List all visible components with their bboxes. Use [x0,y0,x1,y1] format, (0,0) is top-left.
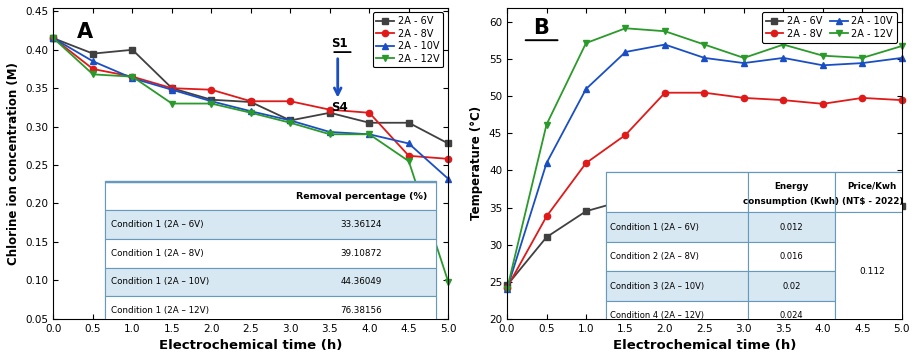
Text: Energy: Energy [774,182,809,191]
Text: Condition 4 (2A – 12V): Condition 4 (2A – 12V) [611,311,704,320]
Text: 76.38156: 76.38156 [340,306,382,315]
Text: Condition 1 (2A – 6V): Condition 1 (2A – 6V) [611,223,700,232]
Text: S4: S4 [331,101,348,114]
Text: 0.112: 0.112 [859,267,885,276]
Text: 0.012: 0.012 [779,223,803,232]
Text: 39.10872: 39.10872 [340,249,382,258]
Bar [748,212,834,242]
Text: Condition 2 (2A – 8V): Condition 2 (2A – 8V) [611,252,700,261]
Bar [606,242,748,271]
Text: B: B [533,18,548,38]
Bar [105,182,436,210]
Bar [105,296,436,325]
Text: (NT$ - 2022): (NT$ - 2022) [842,197,903,206]
Text: Condition 1 (2A – 6V): Condition 1 (2A – 6V) [111,220,204,229]
Y-axis label: Temperature (°C): Temperature (°C) [470,106,483,220]
Bar [606,271,748,301]
Bar [748,242,834,271]
Text: 33.36124: 33.36124 [340,220,382,229]
Legend: 2A - 6V, 2A - 8V, 2A - 10V, 2A - 12V: 2A - 6V, 2A - 8V, 2A - 10V, 2A - 12V [372,13,444,67]
Text: Removal percentage (%): Removal percentage (%) [295,192,427,201]
Bar [105,210,436,239]
X-axis label: Electrochemical time (h): Electrochemical time (h) [613,339,796,352]
Text: 0.016: 0.016 [779,252,803,261]
Bar [834,212,910,331]
Bar [606,172,748,212]
X-axis label: Electrochemical time (h): Electrochemical time (h) [160,339,343,352]
Text: Condition 1 (2A – 12V): Condition 1 (2A – 12V) [111,306,209,315]
Bar [606,301,748,331]
Bar [606,172,910,331]
Bar [834,172,910,212]
Text: Condition 1 (2A – 10V): Condition 1 (2A – 10V) [111,278,209,286]
Text: Condition 3 (2A – 10V): Condition 3 (2A – 10V) [611,282,704,291]
Text: 0.024: 0.024 [779,311,803,320]
Text: Price/Kwh: Price/Kwh [847,182,897,191]
Text: 0.02: 0.02 [782,282,801,291]
Bar [105,267,436,296]
Bar [748,271,834,301]
Text: 44.36049: 44.36049 [341,278,382,286]
Text: Condition 1 (2A – 8V): Condition 1 (2A – 8V) [111,249,204,258]
Bar [105,182,436,325]
FancyArrow shape [105,181,436,182]
Y-axis label: Chlorine ion concentration (M): Chlorine ion concentration (M) [7,62,20,265]
Bar [748,301,834,331]
Text: consumption (Kwh): consumption (Kwh) [744,197,839,206]
Legend: 2A - 6V, 2A - 8V, 2A - 10V, 2A - 12V: 2A - 6V, 2A - 8V, 2A - 10V, 2A - 12V [762,13,897,43]
Bar [748,172,834,212]
Bar [105,239,436,267]
Text: S1: S1 [331,37,348,50]
Text: A: A [77,22,94,42]
Bar [606,212,748,242]
